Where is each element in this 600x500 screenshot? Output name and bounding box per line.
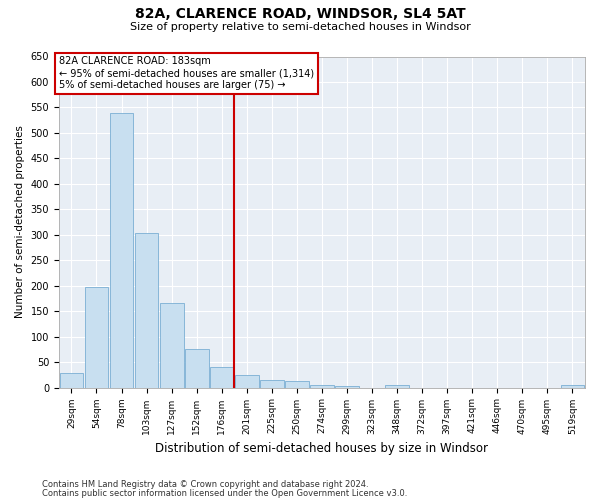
Bar <box>310 385 334 388</box>
Text: 82A CLARENCE ROAD: 183sqm
← 95% of semi-detached houses are smaller (1,314)
5% o: 82A CLARENCE ROAD: 183sqm ← 95% of semi-… <box>59 56 314 90</box>
Bar <box>385 385 409 388</box>
Bar <box>134 233 158 388</box>
Bar <box>59 374 83 388</box>
Y-axis label: Number of semi-detached properties: Number of semi-detached properties <box>15 126 25 318</box>
Text: Contains HM Land Registry data © Crown copyright and database right 2024.: Contains HM Land Registry data © Crown c… <box>42 480 368 489</box>
X-axis label: Distribution of semi-detached houses by size in Windsor: Distribution of semi-detached houses by … <box>155 442 488 455</box>
Bar <box>85 287 109 388</box>
Text: Size of property relative to semi-detached houses in Windsor: Size of property relative to semi-detach… <box>130 22 470 32</box>
Bar <box>560 385 584 388</box>
Bar <box>185 350 209 388</box>
Bar <box>160 302 184 388</box>
Text: 82A, CLARENCE ROAD, WINDSOR, SL4 5AT: 82A, CLARENCE ROAD, WINDSOR, SL4 5AT <box>134 8 466 22</box>
Bar <box>235 375 259 388</box>
Bar <box>210 367 233 388</box>
Bar <box>110 112 133 388</box>
Text: Contains public sector information licensed under the Open Government Licence v3: Contains public sector information licen… <box>42 488 407 498</box>
Bar <box>260 380 284 388</box>
Bar <box>335 386 359 388</box>
Bar <box>285 382 309 388</box>
